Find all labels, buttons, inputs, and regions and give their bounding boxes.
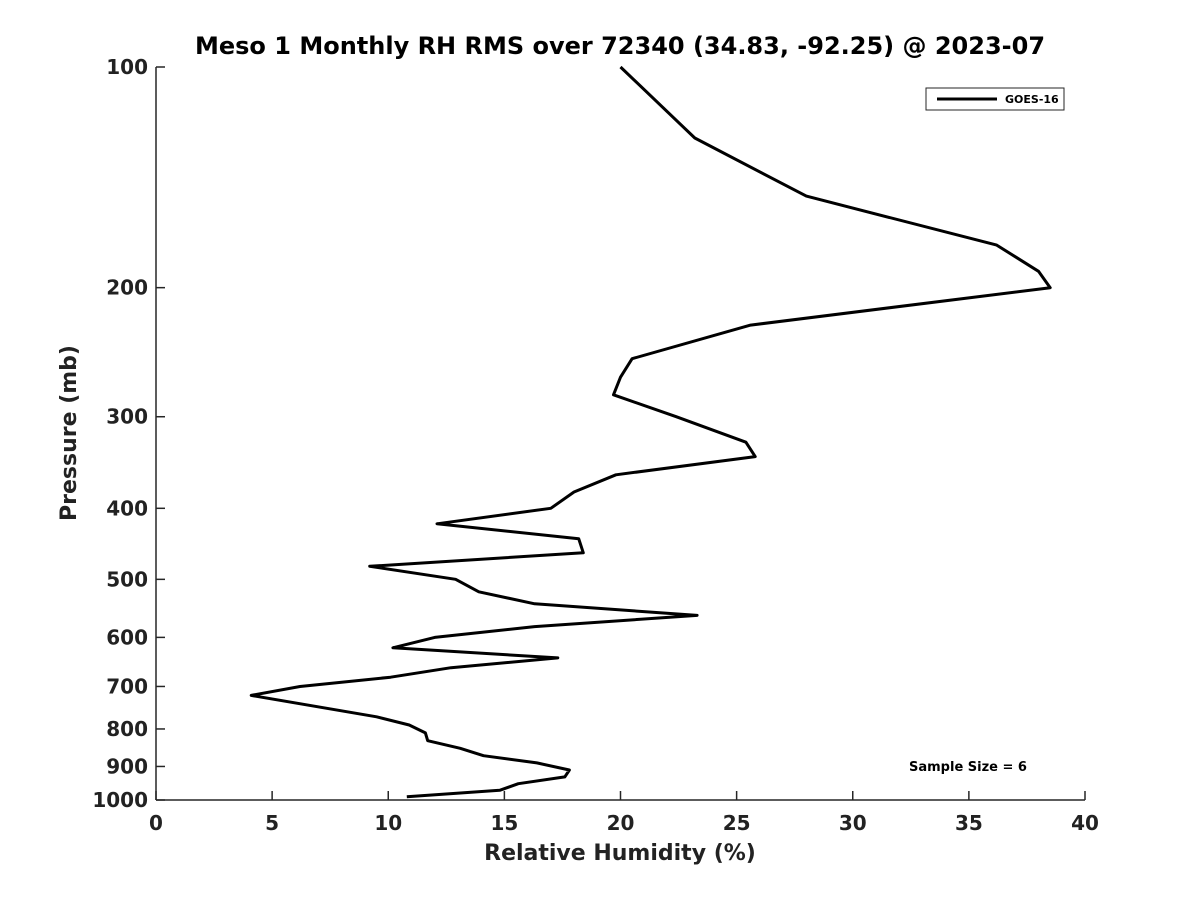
y-axis-ticks: 100 200 300 400 500 600 700 800 900 1000 — [92, 55, 165, 812]
y-tick-label: 300 — [106, 405, 148, 429]
y-tick-label: 900 — [106, 754, 148, 778]
y-tick-label: 400 — [106, 496, 148, 520]
x-axis-ticks: 0 5 10 15 20 25 30 35 40 — [149, 791, 1099, 835]
y-tick-label: 500 — [106, 567, 148, 591]
series-line-goes-16 — [249, 65, 1052, 799]
y-tick-label: 200 — [106, 276, 148, 300]
sample-size-annotation: Sample Size = 6 — [909, 760, 1027, 775]
chart-title: Meso 1 Monthly RH RMS over 72340 (34.83,… — [195, 32, 1045, 60]
y-axis-label: Pressure (mb) — [57, 345, 82, 521]
y-tick-label: 100 — [106, 55, 148, 79]
x-tick-label: 20 — [607, 811, 635, 835]
y-tick-label: 1000 — [92, 788, 148, 812]
x-tick-label: 40 — [1071, 811, 1099, 835]
x-tick-label: 0 — [149, 811, 163, 835]
y-tick-label: 700 — [106, 674, 148, 698]
x-tick-label: 25 — [723, 811, 751, 835]
x-tick-label: 35 — [955, 811, 983, 835]
x-tick-label: 30 — [839, 811, 867, 835]
x-tick-label: 15 — [490, 811, 518, 835]
y-tick-label: 800 — [106, 717, 148, 741]
x-tick-label: 5 — [265, 811, 279, 835]
legend: GOES-16 — [925, 87, 1065, 111]
x-axis-label: Relative Humidity (%) — [484, 841, 756, 866]
legend-entry-goes-16: GOES-16 — [1005, 93, 1059, 106]
y-tick-label: 600 — [106, 625, 148, 649]
x-tick-label: 10 — [374, 811, 402, 835]
